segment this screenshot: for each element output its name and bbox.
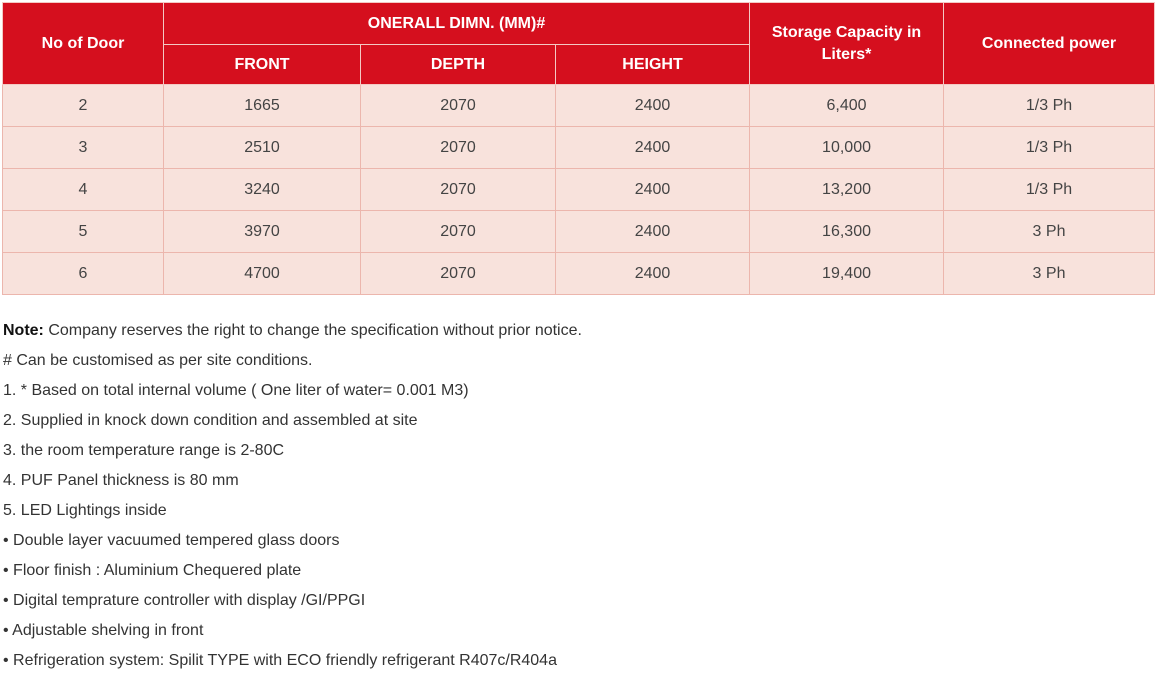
table-row: 6 4700 2070 2400 19,400 3 Ph (2, 252, 1155, 295)
cell-front: 3240 (163, 168, 361, 211)
cell-storage: 16,300 (749, 210, 945, 253)
cell-depth: 2070 (360, 84, 556, 127)
table-row: 3 2510 2070 2400 10,000 1/3 Ph (2, 126, 1155, 169)
header-overall-dimensions: ONERALL DIMN. (MM)# (162, 2, 751, 45)
note-line: 3. the room temperature range is 2-80C (3, 442, 285, 459)
cell-depth: 2070 (360, 252, 556, 295)
cell-power: 1/3 Ph (943, 84, 1155, 127)
cell-depth: 2070 (360, 210, 556, 253)
notes-list: Note: Company reserves the right to chan… (3, 316, 582, 676)
note-line: • Refrigeration system: Spilit TYPE with… (3, 652, 557, 669)
cell-power: 3 Ph (943, 210, 1155, 253)
cell-storage: 13,200 (749, 168, 945, 211)
note-label: Note: (3, 322, 44, 339)
table-row: 2 1665 2070 2400 6,400 1/3 Ph (2, 84, 1155, 127)
note-line: 1. * Based on total internal volume ( On… (3, 382, 469, 399)
cell-front: 1665 (163, 84, 361, 127)
cell-storage: 19,400 (749, 252, 945, 295)
header-depth: DEPTH (360, 44, 556, 85)
cell-power: 3 Ph (943, 252, 1155, 295)
cell-height: 2400 (554, 84, 751, 127)
header-storage-capacity: Storage Capacity in Liters* (749, 2, 945, 85)
cell-power: 1/3 Ph (943, 126, 1155, 169)
note-text: Company reserves the right to change the… (43, 322, 582, 339)
specification-table: No of Door ONERALL DIMN. (MM)# Storage C… (2, 2, 1155, 295)
cell-height: 2400 (554, 168, 751, 211)
table-row: 4 3240 2070 2400 13,200 1/3 Ph (2, 168, 1155, 211)
header-row-top: No of Door ONERALL DIMN. (MM)# Storage C… (2, 2, 1155, 85)
cell-doors: 5 (2, 210, 164, 253)
note-line: • Digital temprature controller with dis… (3, 592, 366, 609)
cell-doors: 3 (2, 126, 164, 169)
note-line: • Adjustable shelving in front (3, 622, 204, 639)
cell-front: 4700 (163, 252, 361, 295)
note-line: 2. Supplied in knock down condition and … (3, 412, 418, 429)
cell-doors: 4 (2, 168, 164, 211)
header-connected-power: Connected power (943, 2, 1155, 85)
table-row: 5 3970 2070 2400 16,300 3 Ph (2, 210, 1155, 253)
cell-depth: 2070 (360, 168, 556, 211)
cell-front: 2510 (163, 126, 361, 169)
cell-doors: 6 (2, 252, 164, 295)
cell-storage: 10,000 (749, 126, 945, 169)
cell-depth: 2070 (360, 126, 556, 169)
note-line: 4. PUF Panel thickness is 80 mm (3, 472, 239, 489)
cell-front: 3970 (163, 210, 361, 253)
note-line: Note: Company reserves the right to chan… (3, 316, 582, 346)
note-line: 5. LED Lightings inside (3, 502, 167, 519)
header-front: FRONT (163, 44, 361, 85)
cell-height: 2400 (554, 252, 751, 295)
note-line: # Can be customised as per site conditio… (3, 352, 313, 369)
cell-height: 2400 (554, 210, 751, 253)
cell-power: 1/3 Ph (943, 168, 1155, 211)
header-doors: No of Door (2, 2, 164, 85)
header-height: HEIGHT (554, 44, 751, 85)
cell-height: 2400 (554, 126, 751, 169)
cell-doors: 2 (2, 84, 164, 127)
note-line: • Floor finish : Aluminium Chequered pla… (3, 562, 302, 579)
header-row-sub: FRONT DEPTH HEIGHT (3, 44, 1155, 85)
note-line: • Double layer vacuumed tempered glass d… (3, 532, 340, 549)
cell-storage: 6,400 (749, 84, 945, 127)
